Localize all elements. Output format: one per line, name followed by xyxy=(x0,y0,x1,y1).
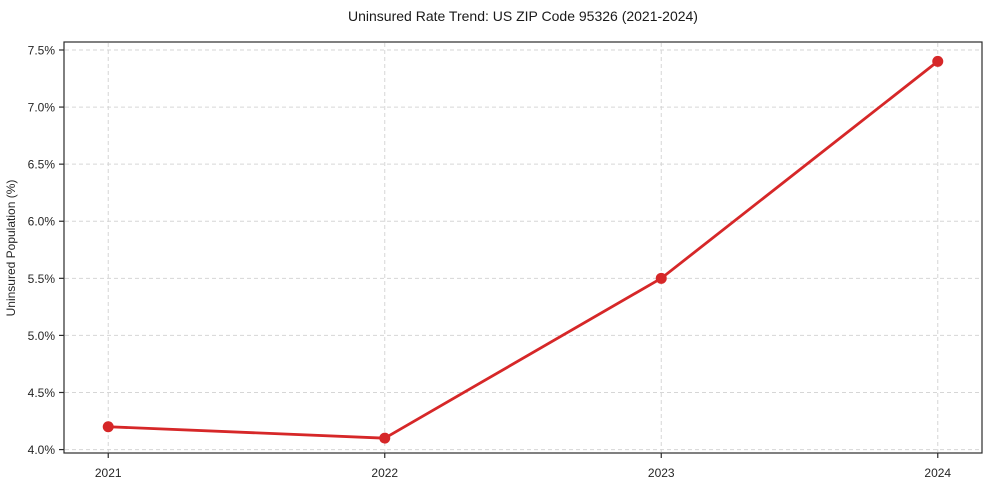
y-tick-label: 7.0% xyxy=(28,101,56,115)
trend-line xyxy=(106,60,940,440)
y-tick-label: 4.0% xyxy=(28,443,56,457)
axes: 4.0% 4.5% 5.0% 5.5% 6.0% 6.5% 7.0% 7.5% 2021 2022… xyxy=(28,41,983,480)
y-tick-label: 7.5% xyxy=(28,43,56,57)
plot-border xyxy=(63,41,983,454)
y-axis-label: Uninsured Population (%) xyxy=(4,180,18,317)
y-tick-label: 6.5% xyxy=(28,158,56,172)
y-tick-label: 5.5% xyxy=(28,272,56,286)
y-tick-label: 6.0% xyxy=(28,215,56,229)
x-tick-label: 2021 xyxy=(95,466,122,480)
y-tick-label: 4.5% xyxy=(28,386,56,400)
x-tick-label: 2023 xyxy=(648,466,675,480)
data-series xyxy=(102,55,944,444)
y-tick-label: 5.0% xyxy=(28,329,56,343)
data-point xyxy=(932,55,944,67)
x-tick-label: 2024 xyxy=(924,466,951,480)
gridlines xyxy=(65,43,981,452)
x-tick-label: 2022 xyxy=(371,466,398,480)
data-point xyxy=(102,421,114,433)
data-point xyxy=(379,432,391,444)
chart-title: Uninsured Rate Trend: US ZIP Code 95326 … xyxy=(348,8,698,24)
data-point xyxy=(655,272,667,284)
